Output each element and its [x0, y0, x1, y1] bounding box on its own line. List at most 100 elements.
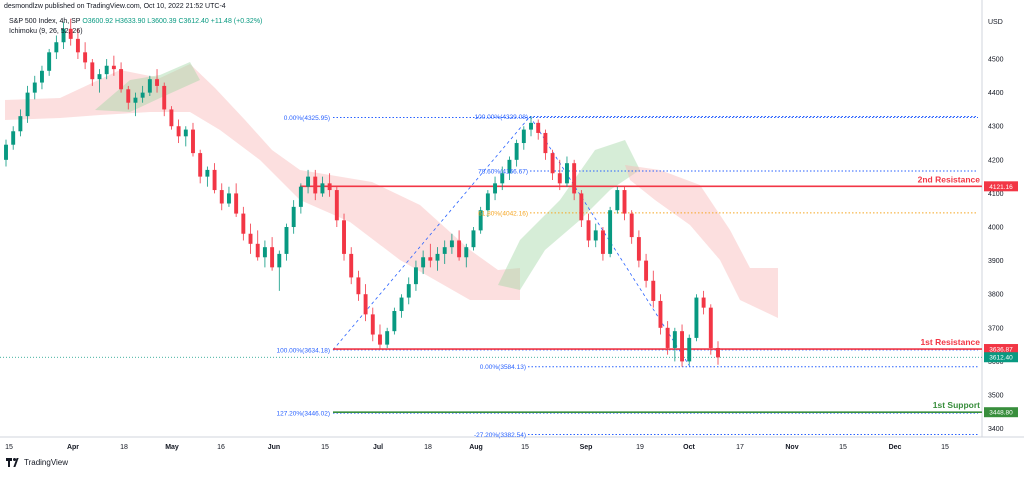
- candle-body: [701, 297, 706, 308]
- candle-body: [313, 176, 318, 194]
- y-tick-label: 4400: [988, 90, 1004, 97]
- x-tick-label: 15: [321, 444, 329, 451]
- candle-body: [694, 297, 699, 338]
- x-tick-label: 17: [736, 444, 744, 451]
- x-tick-label: Jun: [268, 444, 280, 451]
- x-tick-label: Apr: [67, 444, 79, 451]
- candle-body: [435, 253, 440, 261]
- cloud-bull-1: [95, 62, 200, 112]
- candle-body: [478, 210, 483, 231]
- y-tick-label: 3800: [988, 292, 1004, 299]
- candle-body: [342, 220, 346, 254]
- candle-body: [550, 153, 555, 174]
- candle-body: [349, 253, 354, 278]
- y-tick-label: 3400: [988, 426, 1004, 433]
- candle-body: [61, 28, 66, 43]
- candle-body: [687, 337, 692, 362]
- candle-body: [183, 129, 188, 137]
- x-tick-label: May: [165, 444, 179, 451]
- candle-body: [370, 314, 375, 335]
- candle-body: [680, 331, 684, 362]
- candle-body: [572, 163, 577, 194]
- current-price-text: 3612.40: [989, 355, 1013, 362]
- candle-body: [191, 129, 195, 154]
- indicator-name[interactable]: Ichimoku (9, 26, 52, 26): [9, 28, 83, 35]
- candle-body: [83, 52, 88, 63]
- candle-body: [68, 28, 73, 39]
- candle-body: [90, 62, 95, 80]
- candle-body: [392, 311, 397, 332]
- candle-body: [507, 159, 512, 174]
- level-lines-layer: [0, 115, 982, 435]
- candle-body: [104, 65, 109, 75]
- candle-body: [18, 116, 23, 132]
- candle-body: [270, 247, 275, 268]
- x-tick-label: 15: [941, 444, 949, 451]
- key-level-label: 1st Support: [933, 400, 980, 410]
- candle-body: [565, 163, 569, 184]
- candle-body: [219, 190, 224, 204]
- candle-body: [442, 247, 447, 254]
- candle-body: [363, 294, 368, 315]
- y-tick-label: 4100: [988, 191, 1004, 198]
- candle-body: [291, 206, 296, 228]
- x-tick-label: Dec: [889, 444, 902, 451]
- candle-body: [399, 297, 404, 312]
- x-tick-label: 18: [120, 444, 128, 451]
- candle-body: [11, 131, 16, 145]
- fib-trend-line: [332, 116, 531, 351]
- candle-body: [644, 260, 649, 281]
- tradingview-logo-icon: [6, 458, 20, 467]
- cloud-bear-1: [5, 64, 520, 300]
- candle-body: [212, 169, 217, 191]
- candle-body: [651, 280, 656, 301]
- candle-body: [298, 186, 303, 207]
- x-tick-label: Oct: [683, 444, 695, 451]
- candle-body: [205, 169, 210, 177]
- candle-body: [543, 132, 548, 154]
- price-tag-text: 3448.80: [989, 410, 1013, 417]
- candle-body: [356, 277, 361, 295]
- footer-brand[interactable]: TradingView: [6, 458, 68, 467]
- candle-body: [111, 65, 116, 70]
- price-tag-box: [984, 407, 1018, 418]
- candle-body: [600, 230, 605, 254]
- axis-layer: USD 3400 3500 3600 3700 3800 3900 4000 4100 4200 4…: [0, 0, 1024, 451]
- symbol-name[interactable]: S&P 500 Index, 4h, SP: [9, 18, 81, 25]
- footer-brand-text: TradingView: [24, 458, 69, 467]
- currency-label: USD: [988, 19, 1003, 26]
- candle-body: [557, 173, 562, 184]
- y-tick-label: 3600: [988, 359, 1004, 366]
- candle-body: [198, 153, 203, 177]
- candle-body: [306, 176, 311, 187]
- y-tick-label: 4000: [988, 225, 1004, 232]
- fib-level-label: 0.00%(4325.95): [284, 115, 330, 122]
- x-tick-label: Nov: [785, 444, 798, 451]
- price-tag-box: [984, 344, 1018, 355]
- candle-body: [162, 85, 167, 110]
- cloud-bull-2: [498, 140, 640, 290]
- y-tick-label: 3500: [988, 393, 1004, 400]
- publisher-note: desmondlzw published on TradingView.com,…: [4, 3, 226, 10]
- candle-body: [140, 92, 145, 98]
- fib-level-label: 78.60%(4166.67): [478, 169, 528, 176]
- price-tag-box: [984, 181, 1018, 192]
- fib-level-label: 100.00%(3634.18): [277, 347, 331, 354]
- candle-body: [169, 109, 174, 127]
- candle-body: [334, 190, 339, 221]
- candle-body: [622, 190, 627, 214]
- candle-body: [4, 144, 8, 160]
- price-tag-text: 3636.87: [989, 347, 1013, 354]
- price-tag-text: 4121.16: [989, 184, 1013, 191]
- y-tick-label: 3700: [988, 325, 1004, 332]
- symbol-line: S&P 500 Index, 4h, SP O3600.92 H3633.90 …: [9, 18, 262, 25]
- candle-body: [593, 230, 598, 241]
- y-tick-label: 4300: [988, 124, 1004, 131]
- cloud-bear-2: [625, 165, 778, 318]
- candle-body: [500, 173, 505, 184]
- x-tick-label: Sep: [580, 444, 593, 451]
- candle-body: [320, 183, 325, 194]
- y-tick-label: 4200: [988, 157, 1004, 164]
